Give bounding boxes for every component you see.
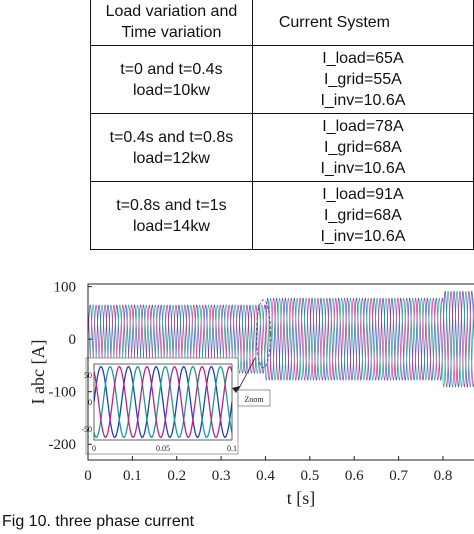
x-tick-label: 0.8: [434, 468, 453, 484]
inset-frame: [93, 363, 233, 441]
plot-frame: [87, 283, 474, 461]
x-tick-label: 0.5: [300, 468, 319, 484]
time-cell: t=0 and t=0.4s load=10kw: [90, 45, 253, 114]
inset-x-tick-label: 0: [92, 444, 96, 453]
x-axis-label: t [s]: [287, 488, 316, 508]
header-current-system: Current System: [251, 0, 474, 46]
x-tick-label: 0.1: [123, 468, 142, 484]
y-tick-label: 0: [69, 332, 77, 348]
x-tick-label: 0: [84, 468, 92, 484]
zoom-label: Zoom: [244, 395, 264, 404]
x-tick-label: 0.7: [389, 468, 408, 484]
plot-area: [88, 290, 474, 388]
axes: 0 0.1 0.2 0.3 0.4 0.5 0.6 0.7 0.8 100 0 -100 -200 t […: [28, 280, 474, 508]
table-row: t=0 and t=0.4s load=10kw I_load=65A I_grid…: [90, 45, 474, 114]
y-tick-label: -200: [49, 437, 77, 453]
x-tick-label: 0.4: [256, 468, 275, 484]
inset-y-tick-label: 0: [88, 398, 92, 407]
time-cell: t=0.8s and t=1s load=14kw: [90, 181, 253, 250]
zoom-arrow-head: [232, 386, 240, 393]
phase-current-line: [88, 290, 474, 388]
inset-x-tick-label: 0.1: [227, 444, 237, 453]
load-current-table: Load variation and Time variation Curren…: [90, 0, 474, 250]
table-row: t=0.4s and t=0.8s load=12kw I_load=78A I_g…: [90, 113, 474, 182]
inset-phase-line: [94, 366, 232, 438]
results-table-region: Load variation and Time variation Curren…: [0, 0, 474, 262]
inset-y-tick-label: -50: [81, 425, 92, 434]
currents-cell: I_load=78A I_grid=68A I_inv=10.6A: [251, 113, 474, 182]
y-axis-label: I abc [A]: [28, 340, 48, 405]
zoom-arrow: [237, 357, 256, 391]
zoom-label-box: [237, 389, 271, 407]
time-cell: t=0.4s and t=0.8s load=12kw: [90, 113, 253, 182]
x-tick-label: 0.3: [212, 468, 231, 484]
inset-phase-line: [94, 366, 232, 438]
header-load-time: Load variation and Time variation: [90, 0, 253, 46]
table-row: t=0.8s and t=1s load=14kw I_load=91A I_gri…: [90, 181, 474, 250]
currents-cell: I_load=91A I_grid=68A I_inv=10.6A: [251, 181, 474, 250]
y-tick-label: 100: [54, 280, 77, 296]
inset-x-tick-label: 0.05: [156, 444, 170, 453]
x-tick-label: 0.2: [167, 468, 186, 484]
inset-phase-line: [94, 366, 232, 438]
figure-caption: Fig 10. three phase current: [2, 513, 195, 530]
zoom-marker: [256, 299, 271, 369]
phase-current-line: [88, 290, 474, 388]
y-tick-label: -100: [49, 385, 77, 401]
x-tick-label: 0.6: [345, 468, 364, 484]
currents-cell: I_load=65A I_grid=55A I_inv=10.6A: [251, 45, 474, 114]
